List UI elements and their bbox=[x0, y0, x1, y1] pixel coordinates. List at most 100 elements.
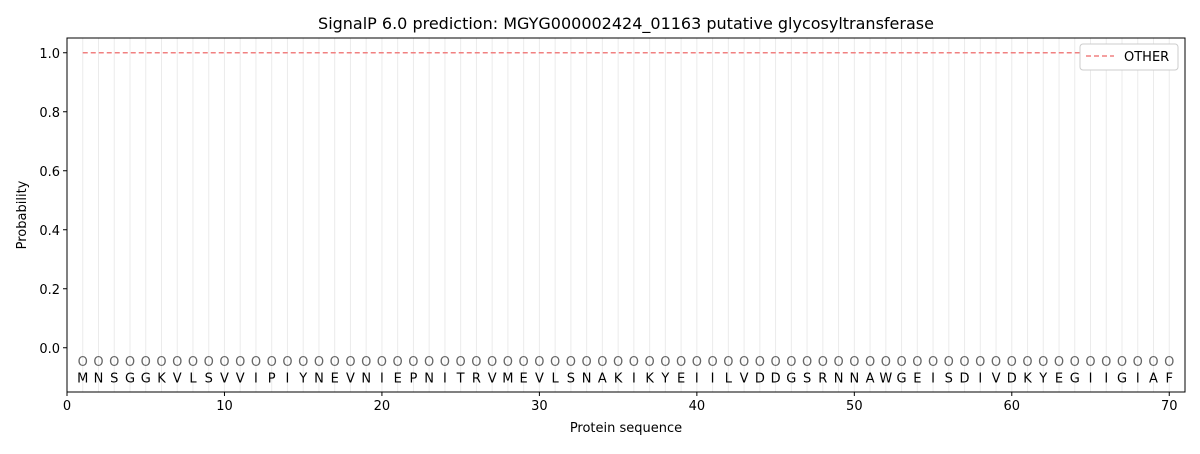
residue-label: V bbox=[740, 371, 749, 386]
region-label: O bbox=[1054, 355, 1064, 370]
residue-label: V bbox=[535, 371, 544, 386]
region-label: O bbox=[912, 355, 922, 370]
y-tick-label: 1.0 bbox=[39, 47, 60, 62]
residue-label: N bbox=[94, 371, 104, 386]
region-label: O bbox=[125, 355, 135, 370]
legend: OTHER bbox=[1079, 43, 1179, 71]
x-tick-label: 70 bbox=[1161, 399, 1178, 414]
y-tick-label: 0.0 bbox=[39, 342, 60, 357]
region-label: O bbox=[1101, 355, 1111, 370]
region-label: O bbox=[881, 355, 891, 370]
residue-label: E bbox=[520, 371, 528, 386]
region-label: O bbox=[109, 355, 119, 370]
region-label: O bbox=[849, 355, 859, 370]
region-label: O bbox=[692, 355, 702, 370]
region-label: O bbox=[944, 355, 954, 370]
region-label: O bbox=[141, 355, 151, 370]
region-label: O bbox=[345, 355, 355, 370]
y-tick-label: 0.6 bbox=[39, 165, 60, 180]
x-tick-label: 60 bbox=[1004, 399, 1021, 414]
region-label: O bbox=[1038, 355, 1048, 370]
residue-label: A bbox=[866, 371, 875, 386]
region-label: O bbox=[786, 355, 796, 370]
y-axis-label: Probability bbox=[15, 180, 30, 249]
residue-label: G bbox=[1070, 371, 1080, 386]
region-label: O bbox=[550, 355, 560, 370]
residue-label: A bbox=[598, 371, 607, 386]
region-label: O bbox=[613, 355, 623, 370]
residue-label: L bbox=[189, 371, 197, 386]
residue-label: I bbox=[1104, 371, 1108, 386]
region-label: O bbox=[1133, 355, 1143, 370]
region-label: O bbox=[959, 355, 969, 370]
residue-label: K bbox=[614, 371, 623, 386]
region-label: O bbox=[676, 355, 686, 370]
residue-label: R bbox=[472, 371, 481, 386]
x-tick-label: 30 bbox=[531, 399, 548, 414]
residue-label: E bbox=[1055, 371, 1063, 386]
residue-label: I bbox=[1136, 371, 1140, 386]
region-label: O bbox=[1085, 355, 1095, 370]
residue-label: S bbox=[945, 371, 953, 386]
y-tick-label: 0.8 bbox=[39, 106, 60, 121]
x-tick-label: 10 bbox=[216, 399, 233, 414]
residue-label: K bbox=[1023, 371, 1032, 386]
region-label: O bbox=[582, 355, 592, 370]
residue-label: D bbox=[1007, 371, 1017, 386]
region-label: O bbox=[833, 355, 843, 370]
residue-label: N bbox=[314, 371, 324, 386]
x-tick-label: 20 bbox=[374, 399, 391, 414]
residue-label: F bbox=[1166, 371, 1173, 386]
region-label: O bbox=[597, 355, 607, 370]
region-label: O bbox=[755, 355, 765, 370]
residue-label: I bbox=[254, 371, 258, 386]
residue-label: T bbox=[456, 371, 465, 386]
region-label: O bbox=[314, 355, 324, 370]
residue-label: I bbox=[711, 371, 715, 386]
region-label: O bbox=[172, 355, 182, 370]
region-label: O bbox=[78, 355, 88, 370]
region-label: O bbox=[1022, 355, 1032, 370]
residue-label: D bbox=[960, 371, 970, 386]
residue-label: M bbox=[502, 371, 513, 386]
residue-label: G bbox=[786, 371, 796, 386]
residue-label: S bbox=[567, 371, 575, 386]
residue-label: V bbox=[173, 371, 182, 386]
residue-label: N bbox=[834, 371, 844, 386]
region-label: O bbox=[188, 355, 198, 370]
residue-label: G bbox=[141, 371, 151, 386]
region-label: O bbox=[408, 355, 418, 370]
residue-label: E bbox=[331, 371, 339, 386]
residue-label: P bbox=[410, 371, 418, 386]
residue-label: L bbox=[725, 371, 733, 386]
region-label: O bbox=[1070, 355, 1080, 370]
residue-label: S bbox=[205, 371, 213, 386]
region-label: O bbox=[723, 355, 733, 370]
region-label: O bbox=[377, 355, 387, 370]
region-label: O bbox=[928, 355, 938, 370]
region-label: O bbox=[645, 355, 655, 370]
region-label: O bbox=[330, 355, 340, 370]
residue-label: G bbox=[1117, 371, 1127, 386]
residue-label: I bbox=[286, 371, 290, 386]
region-label: O bbox=[707, 355, 717, 370]
region-label: O bbox=[204, 355, 214, 370]
y-tick-label: 0.4 bbox=[39, 224, 60, 239]
residue-label: N bbox=[424, 371, 434, 386]
region-label: O bbox=[770, 355, 780, 370]
x-tick-label: 50 bbox=[846, 399, 863, 414]
legend-label-other: OTHER bbox=[1124, 50, 1169, 65]
region-label: O bbox=[251, 355, 261, 370]
region-label: O bbox=[440, 355, 450, 370]
residue-label: S bbox=[803, 371, 811, 386]
residue-label: A bbox=[1149, 371, 1158, 386]
residue-label: Y bbox=[1038, 371, 1047, 386]
residue-label: Y bbox=[660, 371, 669, 386]
residue-label: V bbox=[220, 371, 229, 386]
residue-label: I bbox=[931, 371, 935, 386]
region-label: O bbox=[503, 355, 513, 370]
residue-label: S bbox=[110, 371, 118, 386]
residue-label: K bbox=[645, 371, 654, 386]
region-label: O bbox=[156, 355, 166, 370]
x-axis-label: Protein sequence bbox=[570, 421, 682, 436]
